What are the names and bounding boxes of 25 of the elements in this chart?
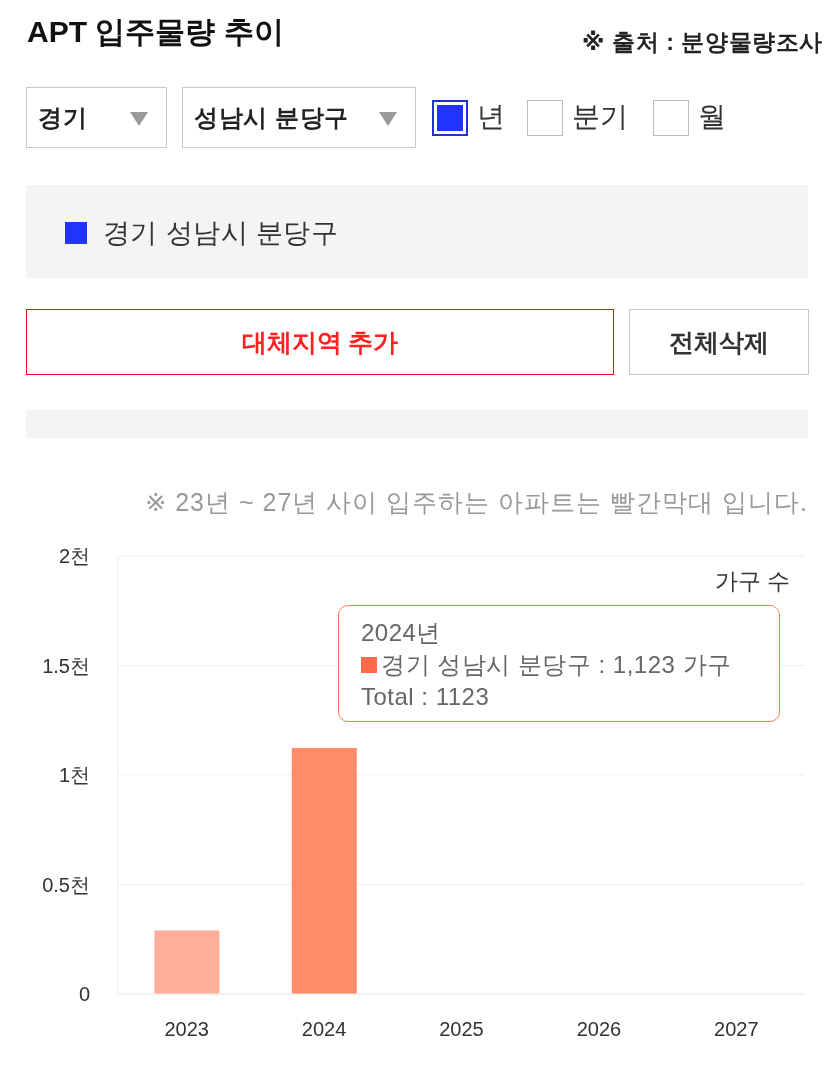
y-tick-label: 1.5천 xyxy=(42,654,90,677)
chart-title: APT 입주물량 추이 xyxy=(27,15,284,48)
x-tick-label: 2027 xyxy=(714,1018,759,1041)
x-tick-label: 2026 xyxy=(576,1018,622,1041)
y-tick-label: 2천 xyxy=(58,545,90,568)
text: 전체삭제 xyxy=(669,327,769,356)
text: 년 xyxy=(477,101,505,132)
x-tick-label: 2024 xyxy=(301,1018,347,1041)
annotation: Total : 1123 xyxy=(361,682,490,712)
text: 성남시 분당구 xyxy=(194,104,349,131)
x-tick-label: 2023 xyxy=(164,1018,209,1041)
text: 대체지역 추가 xyxy=(241,327,399,356)
text: ※ 출처 : 분양물량조사 xyxy=(582,29,823,55)
text: 경기 성남시 분당구 xyxy=(103,218,339,248)
text: 월 xyxy=(698,101,726,132)
y-tick-label: 1천 xyxy=(58,764,90,787)
x-tick-label: 2025 xyxy=(439,1018,484,1041)
annotation: 경기 성남시 분당구 : 1,123 가구 xyxy=(381,650,732,680)
text: 분기 xyxy=(572,101,628,132)
annotation: 2024년 xyxy=(361,618,441,648)
text: ※ 23년 ~ 27년 사이 입주하는 아파트는 빨간막대 입니다. xyxy=(145,488,808,516)
text: 경기 xyxy=(38,104,88,131)
y-axis-title: 가구 수 xyxy=(714,568,790,594)
y-tick-label: 0 xyxy=(78,983,90,1006)
y-tick-label: 0.5천 xyxy=(42,873,90,896)
